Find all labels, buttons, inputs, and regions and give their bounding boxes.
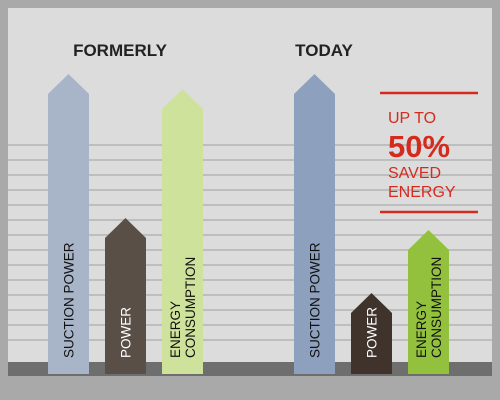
- annotation-line-1: UP TO: [388, 110, 436, 127]
- savings-annotation: UP TO 50% SAVED ENERGY: [380, 91, 478, 214]
- bar-label: ENERGY: [414, 301, 429, 358]
- bar-label: POWER: [119, 307, 134, 358]
- bar-label: SUCTION POWER: [308, 242, 323, 358]
- annotation-line-3: SAVED: [388, 165, 441, 182]
- bar-today-suction-power: [294, 74, 335, 374]
- bar-formerly-power: [105, 218, 146, 374]
- bars: SUCTION POWER POWER ENERGY CONSUMPTION SUCTI…: [48, 74, 449, 374]
- annotation-line-2: 50%: [388, 129, 450, 164]
- bar-today-power: [351, 293, 392, 374]
- annotation-line-4: ENERGY: [388, 184, 456, 201]
- bar-label: SUCTION POWER: [62, 242, 77, 358]
- bar-formerly-suction-power: [48, 74, 89, 374]
- group-title-today: TODAY: [295, 41, 353, 60]
- group-title-formerly: FORMERLY: [73, 41, 167, 60]
- bar-label: CONSUMPTION: [183, 257, 198, 358]
- bar-label: ENERGY: [168, 301, 183, 358]
- bar-today-energy-consumption: [408, 230, 449, 374]
- bar-label: POWER: [365, 307, 380, 358]
- bar-formerly-energy-consumption: [162, 89, 203, 374]
- bar-label: CONSUMPTION: [429, 257, 444, 358]
